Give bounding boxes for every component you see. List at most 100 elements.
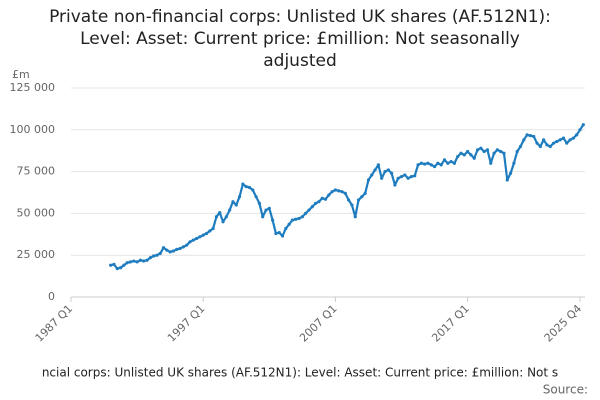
data-point: [495, 148, 499, 152]
data-point: [280, 234, 285, 238]
data-point: [485, 148, 490, 152]
y-tick-label: 75 000: [17, 165, 56, 178]
data-point: [307, 208, 311, 212]
data-point: [442, 158, 447, 162]
data-point: [188, 240, 192, 244]
data-point: [423, 162, 427, 166]
data-point: [568, 138, 572, 142]
data-point: [502, 151, 506, 155]
data-point: [330, 190, 334, 194]
data-point: [347, 198, 351, 202]
data-point: [383, 170, 387, 174]
data-point: [456, 154, 460, 159]
data-point: [386, 168, 390, 172]
data-point: [452, 161, 457, 165]
data-point: [479, 146, 483, 150]
x-tick-label: 2007 Q1: [297, 302, 340, 345]
data-point: [561, 136, 566, 140]
data-point: [112, 262, 116, 266]
data-point: [439, 163, 443, 167]
data-point: [294, 217, 298, 221]
y-tick-label: 25 000: [17, 248, 56, 261]
y-tick-label: 100 000: [10, 123, 56, 136]
data-point: [356, 198, 361, 202]
data-point: [165, 248, 169, 252]
data-point: [323, 197, 328, 201]
data-point: [148, 256, 152, 260]
data-point: [118, 266, 123, 270]
data-line: [110, 124, 585, 270]
data-point: [251, 188, 255, 192]
data-point: [204, 231, 209, 236]
data-point: [194, 236, 199, 241]
data-point: [581, 123, 585, 127]
data-point: [122, 263, 126, 267]
data-point: [247, 185, 252, 190]
data-point: [244, 185, 248, 189]
data-point: [558, 138, 562, 142]
data-point: [271, 218, 275, 222]
data-point: [168, 250, 172, 254]
data-point: [264, 208, 268, 212]
data-point: [505, 178, 509, 182]
data-point: [555, 139, 559, 144]
data-point: [426, 161, 430, 165]
data-point: [237, 195, 242, 199]
data-point: [542, 138, 546, 142]
data-point: [343, 191, 347, 195]
data-point: [132, 259, 136, 263]
data-point: [158, 251, 162, 256]
chart-title: Private non-financial corps: Unlisted UK…: [49, 7, 551, 27]
data-point: [469, 153, 473, 157]
data-point: [261, 215, 265, 219]
data-point: [214, 215, 219, 219]
data-point: [518, 144, 523, 149]
data-point: [432, 164, 437, 169]
data-point: [522, 138, 526, 142]
x-tick-label: 1997 Q1: [165, 302, 208, 345]
data-point: [380, 176, 384, 180]
data-point: [578, 128, 582, 132]
data-point: [218, 210, 222, 215]
data-point: [327, 193, 331, 197]
data-point: [128, 260, 133, 264]
data-point: [125, 261, 129, 265]
data-point: [475, 148, 480, 152]
data-point: [135, 260, 139, 264]
data-point: [376, 163, 380, 167]
y-tick-label: 50 000: [17, 206, 56, 219]
data-point: [191, 238, 195, 242]
data-point: [353, 215, 357, 219]
data-point: [310, 205, 314, 209]
data-point: [313, 201, 318, 205]
data-point: [406, 176, 410, 180]
data-point: [317, 200, 321, 204]
data-point: [241, 182, 245, 186]
data-point: [115, 266, 119, 271]
data-point: [175, 247, 179, 251]
data-point: [138, 258, 143, 262]
data-point: [185, 243, 189, 247]
data-point: [436, 161, 440, 165]
data-point: [145, 258, 149, 262]
data-point: [429, 163, 433, 167]
data-point: [538, 144, 542, 149]
data-point: [446, 161, 450, 165]
data-point: [373, 168, 377, 172]
data-point: [333, 188, 338, 192]
data-point: [409, 175, 414, 179]
data-point: [161, 246, 166, 250]
data-point: [337, 189, 341, 193]
data-point: [462, 153, 466, 157]
data-point: [399, 175, 404, 179]
data-point: [525, 133, 529, 137]
data-point: [548, 144, 552, 149]
data-point: [287, 222, 291, 226]
data-point: [350, 203, 354, 207]
data-point: [340, 190, 344, 194]
data-point: [575, 133, 579, 137]
data-point: [221, 220, 225, 224]
data-point: [551, 141, 556, 145]
data-point: [254, 195, 258, 199]
data-point: [224, 215, 228, 219]
